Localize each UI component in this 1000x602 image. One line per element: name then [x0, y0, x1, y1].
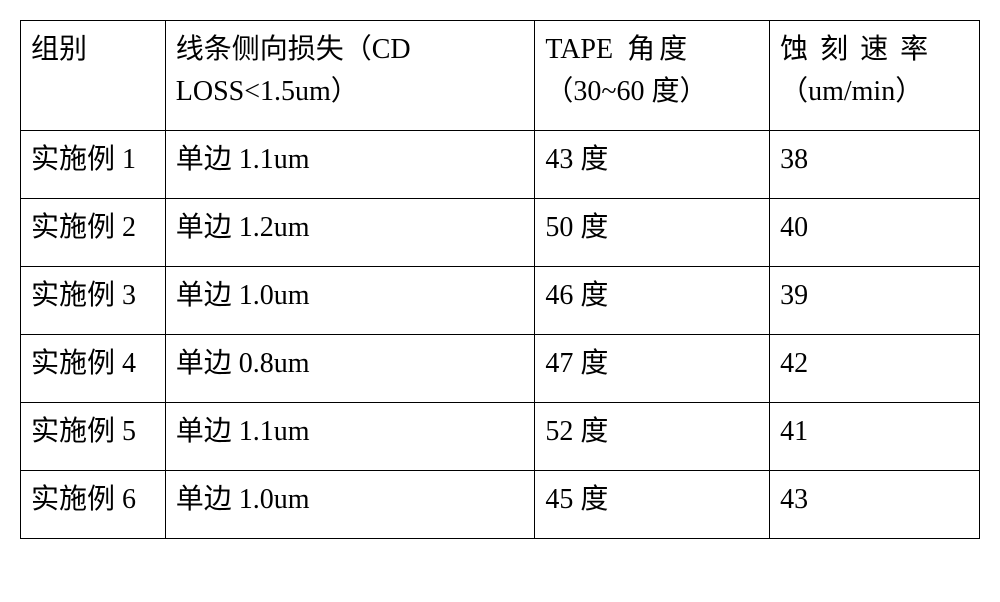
cell-tape: 50 度 — [535, 199, 770, 267]
cell-cdloss: 单边 1.1um — [165, 403, 535, 471]
cell-rate: 42 — [770, 335, 980, 403]
cell-group: 实施例 2 — [21, 199, 166, 267]
cell-rate: 38 — [770, 131, 980, 199]
cell-group: 实施例 6 — [21, 471, 166, 539]
table-row: 实施例 1 单边 1.1um 43 度 38 — [21, 131, 980, 199]
header-tape-line1: TAPE 角度 — [545, 29, 759, 71]
cell-rate: 39 — [770, 267, 980, 335]
header-tape: TAPE 角度 （30~60 度） — [535, 21, 770, 131]
cell-tape: 46 度 — [535, 267, 770, 335]
table-row: 实施例 2 单边 1.2um 50 度 40 — [21, 199, 980, 267]
table-row: 实施例 6 单边 1.0um 45 度 43 — [21, 471, 980, 539]
header-cdloss-line1: 线条侧向损失（CD — [176, 29, 525, 71]
cell-tape: 45 度 — [535, 471, 770, 539]
header-cdloss: 线条侧向损失（CD LOSS<1.5um） — [165, 21, 535, 131]
cell-tape: 43 度 — [535, 131, 770, 199]
header-rate-line1: 蚀刻速率 — [780, 29, 969, 71]
cell-cdloss: 单边 1.0um — [165, 267, 535, 335]
cell-group: 实施例 3 — [21, 267, 166, 335]
cell-cdloss: 单边 1.1um — [165, 131, 535, 199]
cell-rate: 41 — [770, 403, 980, 471]
header-group-label: 组别 — [31, 34, 87, 65]
cell-group: 实施例 1 — [21, 131, 166, 199]
cell-tape: 47 度 — [535, 335, 770, 403]
header-group: 组别 — [21, 21, 166, 131]
cell-rate: 43 — [770, 471, 980, 539]
data-table: 组别 线条侧向损失（CD LOSS<1.5um） TAPE 角度 （30~60 … — [20, 20, 980, 539]
table-row: 实施例 5 单边 1.1um 52 度 41 — [21, 403, 980, 471]
header-rate-line2: （um/min） — [780, 71, 969, 113]
table-row: 实施例 4 单边 0.8um 47 度 42 — [21, 335, 980, 403]
cell-tape: 52 度 — [535, 403, 770, 471]
cell-group: 实施例 4 — [21, 335, 166, 403]
table-row: 实施例 3 单边 1.0um 46 度 39 — [21, 267, 980, 335]
cell-rate: 40 — [770, 199, 980, 267]
cell-group: 实施例 5 — [21, 403, 166, 471]
header-rate: 蚀刻速率 （um/min） — [770, 21, 980, 131]
header-tape-line2: （30~60 度） — [545, 71, 759, 113]
cell-cdloss: 单边 1.0um — [165, 471, 535, 539]
cell-cdloss: 单边 0.8um — [165, 335, 535, 403]
table-header-row: 组别 线条侧向损失（CD LOSS<1.5um） TAPE 角度 （30~60 … — [21, 21, 980, 131]
cell-cdloss: 单边 1.2um — [165, 199, 535, 267]
header-cdloss-line2: LOSS<1.5um） — [176, 71, 525, 113]
